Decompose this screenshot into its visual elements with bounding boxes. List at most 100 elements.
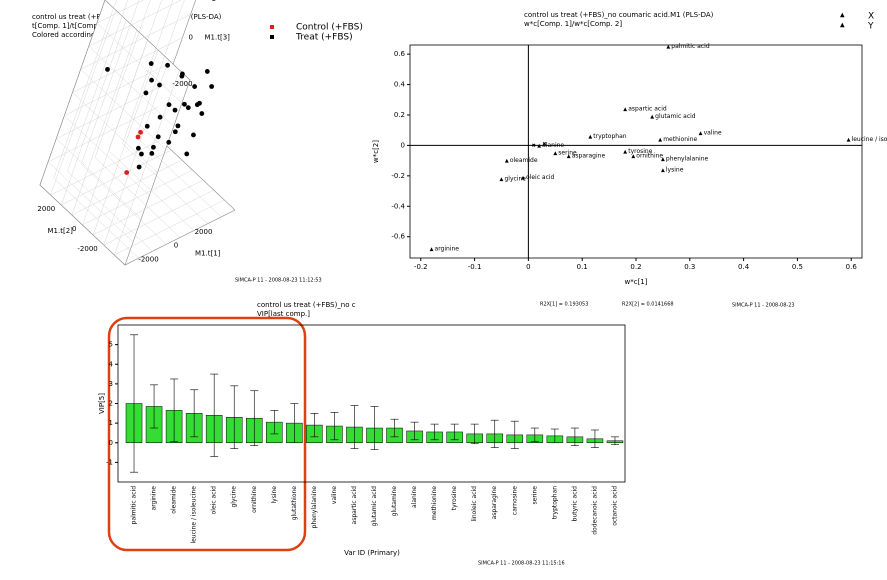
point <box>191 132 196 138</box>
legend-label: Control (+FBS) <box>296 23 363 33</box>
point <box>135 134 141 140</box>
box-grid <box>136 136 222 218</box>
x-tick-label: methionine <box>431 486 438 520</box>
x-tick-label: butyric acid <box>571 486 578 521</box>
point: ✖ <box>532 143 536 149</box>
point: ▲ <box>658 137 662 143</box>
box-grid <box>61 19 127 206</box>
x-tick-label: glutamine <box>391 486 398 517</box>
point <box>172 129 178 135</box>
point: ▲ <box>521 175 525 181</box>
point-label: arginine <box>435 245 460 252</box>
box-grid <box>80 69 166 150</box>
point: ▲ <box>588 134 592 140</box>
point <box>143 90 149 96</box>
box-grid <box>136 0 185 137</box>
y-axis-label: M1.t[2] <box>48 227 74 235</box>
point-label: phenylalanine <box>666 156 709 163</box>
point-label: methionine <box>663 136 697 143</box>
legend-marker: ▲ <box>840 22 845 29</box>
box-grid <box>96 22 183 104</box>
x-tick-label: phenylalanine <box>311 486 318 529</box>
chart-title: w*c[Comp. 1]/w*c[Comp. 2] <box>524 20 622 28</box>
x-tick-label: arginine <box>151 486 158 511</box>
y-tick-label: 2 <box>109 400 113 408</box>
x-tick-label: octanoic acid <box>611 486 618 526</box>
point <box>165 62 170 68</box>
point: ▲ <box>631 154 635 160</box>
point <box>139 151 144 157</box>
chart-title: VIP[last comp.] <box>257 310 310 318</box>
legend-marker <box>270 25 274 29</box>
x-tick-label: -2000 <box>138 255 158 263</box>
point-label: oleic acid <box>526 174 555 181</box>
y-tick-label: -2000 <box>77 245 97 253</box>
x-tick-label: 0 <box>174 242 178 250</box>
chart-title: t[Comp. 1]/t[Comp. 2]/t[Comp. 3] <box>32 22 150 30</box>
point <box>138 129 143 135</box>
point <box>149 77 154 83</box>
box-grid <box>122 143 208 224</box>
x-axis-label: w*c[1] <box>625 278 648 286</box>
box-grid <box>96 0 144 24</box>
highlight-box <box>107 316 307 552</box>
point <box>204 69 210 74</box>
box-grid <box>88 46 174 127</box>
point: ▲ <box>661 157 665 163</box>
box-grid <box>71 159 182 216</box>
x-tick-label: leucine / isoleucine <box>191 486 198 544</box>
x-tick-label: serine <box>531 486 538 505</box>
y-tick-label: 0 <box>72 225 76 233</box>
point: ✖ <box>542 141 546 147</box>
y-axis-label: w*c[2] <box>372 140 380 163</box>
y-tick-label: 4 <box>109 360 114 368</box>
box-grid <box>72 37 183 93</box>
x-tick-label: 2000 <box>195 228 213 236</box>
x-tick-label: dodecanoic acid <box>591 486 598 535</box>
y-tick-label: 0.6 <box>394 50 406 58</box>
box-grid <box>122 0 174 144</box>
footer: SIMCA-P 11 - 2008-08-23 11:12:53 <box>235 278 322 284</box>
point <box>179 71 185 77</box>
point <box>157 82 162 88</box>
x-tick-label: glutamic acid <box>371 486 378 527</box>
point-label: tryptophan <box>593 133 626 140</box>
point: ▲ <box>623 149 627 155</box>
x-tick-label: 0 <box>526 263 530 271</box>
point <box>194 102 200 108</box>
point <box>135 145 141 151</box>
point <box>166 139 172 145</box>
x-tick-label: glutathione <box>291 486 298 521</box>
box-grid <box>108 150 194 231</box>
point <box>149 151 155 156</box>
x-tick-label: 0.2 <box>630 263 641 271</box>
point <box>155 134 161 140</box>
x-tick-label: tryptophan <box>551 486 558 519</box>
point: ▲ <box>623 106 627 112</box>
point-label: valine <box>704 130 722 137</box>
y-tick-label: 0 <box>109 439 113 447</box>
legend-label: Treat (+FBS) <box>295 33 353 43</box>
y-tick-label: 0.2 <box>394 111 405 119</box>
x-tick-label: 0.5 <box>792 263 803 271</box>
point-label: tyrosine <box>628 148 653 155</box>
point <box>124 170 130 175</box>
x-tick-label: oleic acid <box>211 486 218 515</box>
point-label: oleamide <box>510 157 538 164</box>
x-tick-label: 0.3 <box>684 263 695 271</box>
z-tick-label: 0 <box>189 34 193 42</box>
x-tick-label: aspartic acid <box>351 486 358 525</box>
point: ▲ <box>666 44 670 50</box>
point: ▲ <box>553 151 557 157</box>
footer: R2X[2] = 0.0141668 <box>622 302 674 308</box>
y-tick-label: 0.4 <box>394 81 406 89</box>
x-tick-label: -0.2 <box>414 263 428 271</box>
x-tick-label: valine <box>331 486 338 504</box>
box-grid <box>50 9 116 196</box>
point <box>172 107 178 113</box>
point: ▲ <box>430 246 434 252</box>
point <box>136 164 142 170</box>
x-tick-label: ornithine <box>251 486 258 513</box>
x-tick-label: 0.1 <box>577 263 588 271</box>
x-tick-label: 0.4 <box>738 263 750 271</box>
